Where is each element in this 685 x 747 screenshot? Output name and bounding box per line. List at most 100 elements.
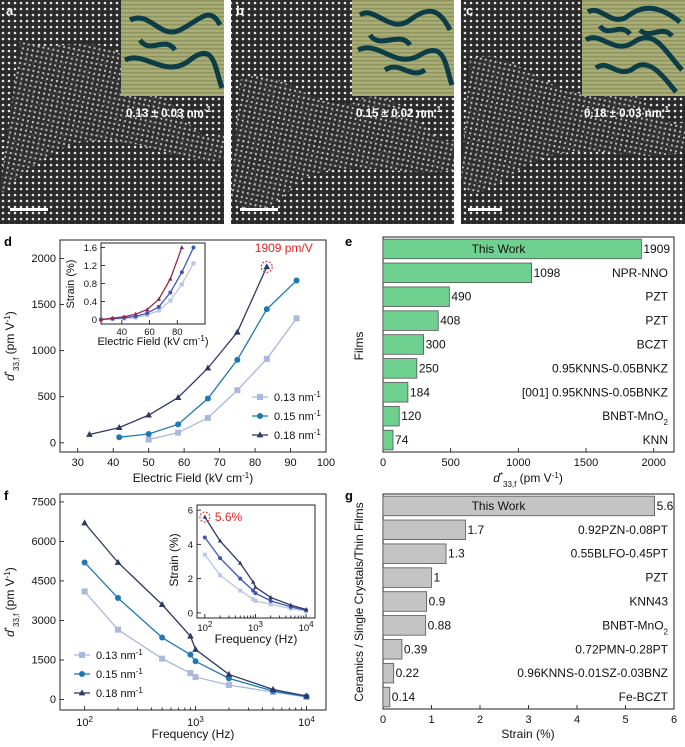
- f-y-tick-label: 6000: [32, 536, 56, 548]
- e-bar: [382, 382, 409, 403]
- e-value-label: 300: [426, 338, 446, 352]
- f-data-point: [158, 601, 166, 608]
- g-x-tick-label: 6: [671, 714, 677, 726]
- d-data-point: [175, 421, 182, 428]
- f-data-point: [192, 658, 199, 665]
- panel-a: a 0.13 ± 0.03 nm-1: [0, 0, 225, 224]
- d-x-tick-label: 90: [284, 457, 296, 469]
- f-data-point: [187, 632, 194, 639]
- d-data-point: [175, 429, 182, 436]
- f-series-line: [84, 522, 307, 697]
- d-data-point: [204, 414, 211, 421]
- d-data-point: [263, 355, 270, 362]
- d-data-point: [293, 315, 300, 322]
- f-inset-data-point: [218, 556, 223, 561]
- f-data-point: [81, 519, 88, 526]
- e-value-label: 408: [440, 314, 460, 328]
- g-value-label: 0.88: [428, 618, 452, 632]
- g-x-axis-label: Strain (%): [501, 727, 554, 741]
- f-inset-data-point: [251, 597, 256, 602]
- g-value-label: 0.9: [429, 595, 446, 609]
- d-legend-label: 0.13 nm-1: [274, 390, 321, 405]
- f-data-point: [115, 595, 122, 602]
- f-data-point: [225, 675, 232, 682]
- panel-label-a: a: [6, 3, 14, 18]
- d-series-line: [89, 266, 268, 436]
- e-category-label: [001] 0.95KNNS-0.05BNKZ: [522, 385, 668, 399]
- d-inset-y-tick-label: 1.2: [84, 261, 97, 272]
- f-data-point: [303, 692, 310, 699]
- f-inset-data-point: [253, 584, 258, 589]
- g-value-label: 0.14: [392, 690, 416, 704]
- g-bar: [382, 662, 395, 684]
- g-category-label: This Work: [472, 499, 527, 513]
- e-x-tick-label: 1500: [574, 457, 598, 469]
- g-bar: [382, 686, 391, 708]
- e-x-tick-label: 2000: [641, 457, 665, 469]
- d-y-tick-label: 0: [50, 437, 56, 449]
- e-category-label: BNBT-MnO2: [602, 409, 668, 427]
- f-highlight-circle: [199, 511, 211, 523]
- e-x-tick-label: 1000: [506, 457, 530, 469]
- scale-bar-c: [468, 208, 502, 211]
- f-data-point: [192, 645, 199, 652]
- d-x-tick-label: 60: [178, 457, 190, 469]
- d-inset-y-tick-label: 0.4: [84, 297, 97, 308]
- e-x-tick-label: 0: [380, 457, 386, 469]
- f-inset-data-point: [303, 607, 309, 612]
- f-inset-data-point: [238, 576, 243, 581]
- d-inset-data-point: [145, 311, 150, 316]
- d-x-tick-label: 80: [249, 457, 261, 469]
- d-inset-data-point: [133, 311, 138, 316]
- e-category-label: NPR-NNO: [612, 266, 668, 280]
- chart-e: 0 500 1000 1500 2000 1909 This Work 1098 NPR-NNO…: [352, 236, 675, 489]
- g-category-label: 0.96KNNS-0.01SZ-0.03BNZ: [517, 666, 668, 680]
- d-inset-data-point: [179, 245, 185, 250]
- e-category-label: This Work: [472, 242, 527, 256]
- f-series-line: [84, 562, 307, 698]
- d-data-point: [86, 430, 93, 437]
- f-x-axis-label: Frequency (Hz): [152, 727, 235, 741]
- f-inset-x-tick-label: 103: [248, 620, 264, 635]
- f-data-point: [115, 626, 122, 633]
- f-y-axis-label: d*33,f (pm V-1): [3, 567, 21, 637]
- scale-bar-a: [10, 208, 48, 211]
- g-bar: [382, 639, 403, 660]
- d-inset-x-tick-label: 40: [117, 327, 128, 338]
- d-x-axis-label: Electric Field (kV cm-1): [133, 471, 253, 486]
- panel-label-b: b: [236, 3, 244, 18]
- d-inset-data-point: [156, 304, 161, 309]
- panel-label-d: d: [4, 234, 12, 249]
- d-inset-series-line: [100, 247, 183, 321]
- f-data-point: [225, 681, 232, 688]
- d-y-axis-label: d*33,f (pm V-1): [3, 311, 21, 381]
- f-inset-x-tick-label: 102: [197, 620, 213, 635]
- f-inset-data-point: [238, 588, 243, 593]
- chart-d: 30 40 50 60 70 80 90 1000500100015002000Electri…: [3, 239, 335, 486]
- g-category-label: KNN43: [629, 595, 668, 609]
- f-inset-y-tick-label: 4: [188, 540, 193, 551]
- f-y-tick-label: 7500: [32, 496, 56, 508]
- f-data-point: [269, 685, 277, 692]
- f-inset-x-tick-label: 104: [299, 620, 315, 635]
- f-inset-data-point: [268, 595, 273, 600]
- f-inset-data-point: [268, 598, 273, 603]
- e-bar: [382, 334, 425, 355]
- e-value-label: 74: [395, 433, 409, 447]
- e-bar: [382, 286, 450, 307]
- f-legend-marker: [79, 671, 85, 677]
- f-inset-data-point: [202, 514, 208, 519]
- g-category-label: 0.55BLFO-0.45PT: [571, 547, 669, 561]
- d-inset-data-point: [156, 308, 161, 313]
- f-data-point: [159, 655, 166, 662]
- f-data-point: [225, 670, 233, 677]
- f-inset-annotation: 5.6%: [215, 510, 243, 524]
- d-inset-y-tick-label: 0.8: [84, 279, 97, 290]
- g-value-label: 5.6: [657, 499, 674, 513]
- f-data-point: [81, 588, 88, 595]
- d-y-tick-label: 1000: [32, 345, 56, 357]
- g-category-label: BNBT-MnO2: [602, 618, 668, 636]
- d-x-tick-label: 70: [213, 457, 225, 469]
- e-bar: [382, 405, 400, 427]
- f-inset-series-line: [204, 516, 307, 611]
